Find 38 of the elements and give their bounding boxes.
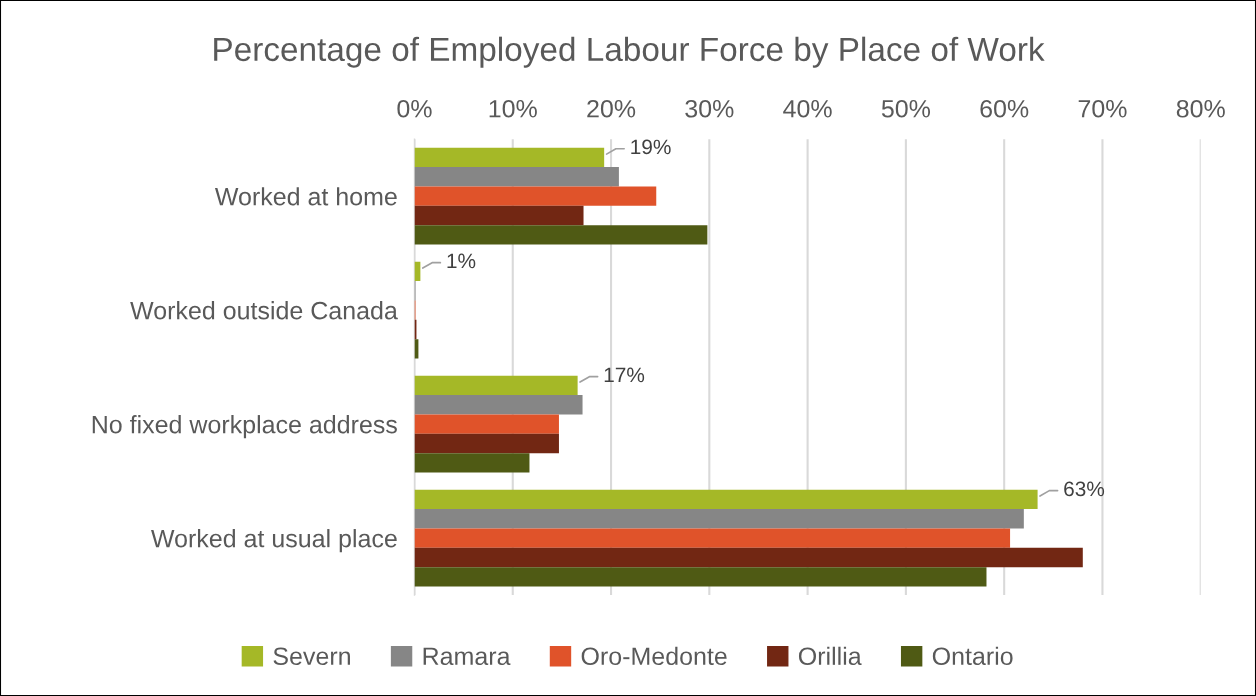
legend-label: Orillia: [798, 646, 862, 666]
x-tick-label: 10%: [489, 99, 537, 118]
bar: [414, 453, 530, 473]
x-tick-label: 80%: [1176, 99, 1225, 118]
x-tick-label: 20%: [587, 99, 636, 118]
bar: [414, 147, 605, 168]
legend-label: Ramara: [423, 647, 511, 666]
data-label: 1%: [447, 253, 476, 269]
bar: [414, 186, 657, 206]
x-tick-label: 40%: [783, 99, 832, 118]
x-tick-label: 60%: [980, 99, 1029, 118]
y-tick-label: Worked at usual place: [151, 529, 397, 553]
legend-label: Oro-Medonte: [581, 646, 727, 666]
legend-label: Ontario: [932, 646, 1013, 666]
y-tick-label: Worked at home: [214, 187, 397, 206]
x-tick-label: 70%: [1078, 99, 1127, 118]
y-tick-label: Worked outside Canada: [130, 301, 398, 320]
data-label: 63%: [1064, 481, 1105, 497]
y-tick-label: No fixed workplace address: [92, 415, 397, 439]
bar: [414, 489, 1038, 510]
bar: [414, 375, 578, 396]
bar: [414, 509, 1024, 529]
bar: [414, 205, 584, 226]
bar: [414, 395, 583, 415]
bar: [414, 433, 559, 454]
bar: [414, 414, 559, 434]
x-tick-label: 50%: [881, 99, 931, 118]
x-tick-label: 0%: [397, 99, 432, 118]
bar: [414, 547, 1083, 568]
bar: [414, 167, 619, 187]
data-label: 17%: [604, 367, 645, 383]
data-label: 19%: [631, 139, 671, 155]
chart-title: Percentage of Employed Labour Force by Place of Work: [214, 36, 1045, 68]
x-tick-label: 30%: [685, 99, 734, 118]
bar: [414, 528, 1011, 548]
legend-label: Severn: [273, 647, 350, 666]
bar: [414, 567, 987, 587]
bar: [414, 225, 708, 245]
